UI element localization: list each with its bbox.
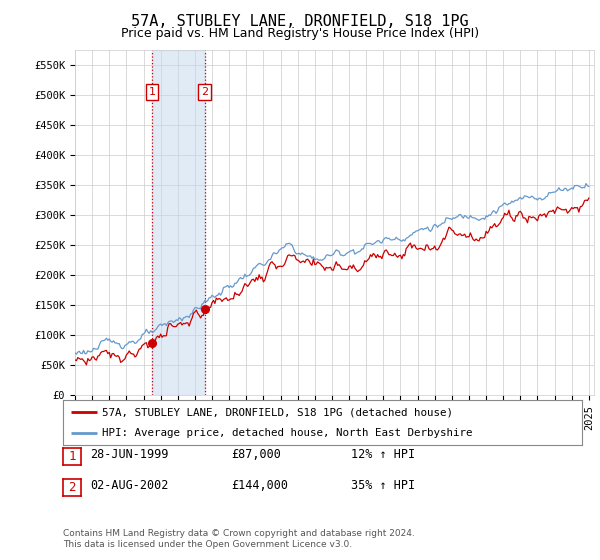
Bar	[152, 50, 205, 395]
Text: Price paid vs. HM Land Registry's House Price Index (HPI): Price paid vs. HM Land Registry's House …	[121, 27, 479, 40]
Text: 02-AUG-2002: 02-AUG-2002	[90, 479, 169, 492]
Text: Contains HM Land Registry data © Crown copyright and database right 2024.
This d: Contains HM Land Registry data © Crown c…	[63, 529, 415, 549]
Text: 12% ↑ HPI: 12% ↑ HPI	[351, 448, 415, 461]
Text: HPI: Average price, detached house, North East Derbyshire: HPI: Average price, detached house, Nort…	[102, 428, 472, 438]
Text: 57A, STUBLEY LANE, DRONFIELD, S18 1PG (detached house): 57A, STUBLEY LANE, DRONFIELD, S18 1PG (d…	[102, 408, 453, 418]
Text: 2: 2	[201, 87, 208, 97]
Text: 28-JUN-1999: 28-JUN-1999	[90, 448, 169, 461]
Text: 35% ↑ HPI: 35% ↑ HPI	[351, 479, 415, 492]
Text: 1: 1	[148, 87, 155, 97]
Text: 2: 2	[68, 480, 76, 494]
Text: 1: 1	[68, 450, 76, 463]
Text: £144,000: £144,000	[231, 479, 288, 492]
Text: 57A, STUBLEY LANE, DRONFIELD, S18 1PG: 57A, STUBLEY LANE, DRONFIELD, S18 1PG	[131, 14, 469, 29]
Text: £87,000: £87,000	[231, 448, 281, 461]
